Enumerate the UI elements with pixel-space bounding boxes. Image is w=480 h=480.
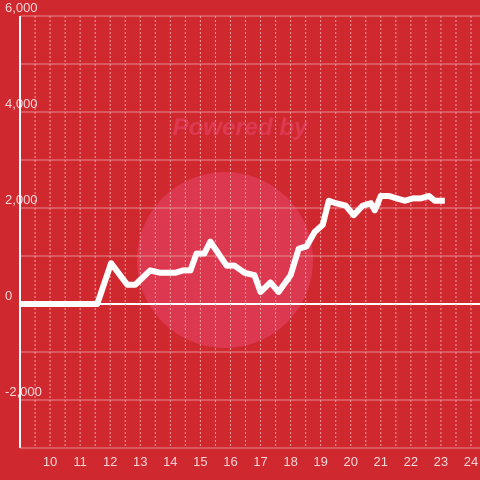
x-tick-label: 11 <box>73 454 87 469</box>
y-tick-label: 0 <box>5 288 12 303</box>
x-tick-label: 18 <box>283 454 297 469</box>
watermark: Powered by <box>173 114 309 141</box>
x-tick-label: 14 <box>163 454 177 469</box>
y-tick-label: 4,000 <box>5 96 38 111</box>
y-tick-label: 6,000 <box>5 0 38 15</box>
x-tick-label: 17 <box>253 454 267 469</box>
x-tick-label: 19 <box>313 454 327 469</box>
x-tick-label: 21 <box>374 454 388 469</box>
x-tick-label: 22 <box>404 454 418 469</box>
x-tick-label: 20 <box>343 454 357 469</box>
data-line <box>20 193 445 307</box>
x-tick-label: 16 <box>223 454 237 469</box>
x-tick-label: 23 <box>434 454 448 469</box>
x-tick-label: 10 <box>43 454 57 469</box>
x-tick-label: 12 <box>103 454 117 469</box>
x-tick-label: 15 <box>193 454 207 469</box>
x-tick-label: 13 <box>133 454 147 469</box>
y-tick-label: 2,000 <box>5 192 38 207</box>
x-tick-label: 24 <box>464 454 478 469</box>
y-tick-label: -2,000 <box>5 384 42 399</box>
